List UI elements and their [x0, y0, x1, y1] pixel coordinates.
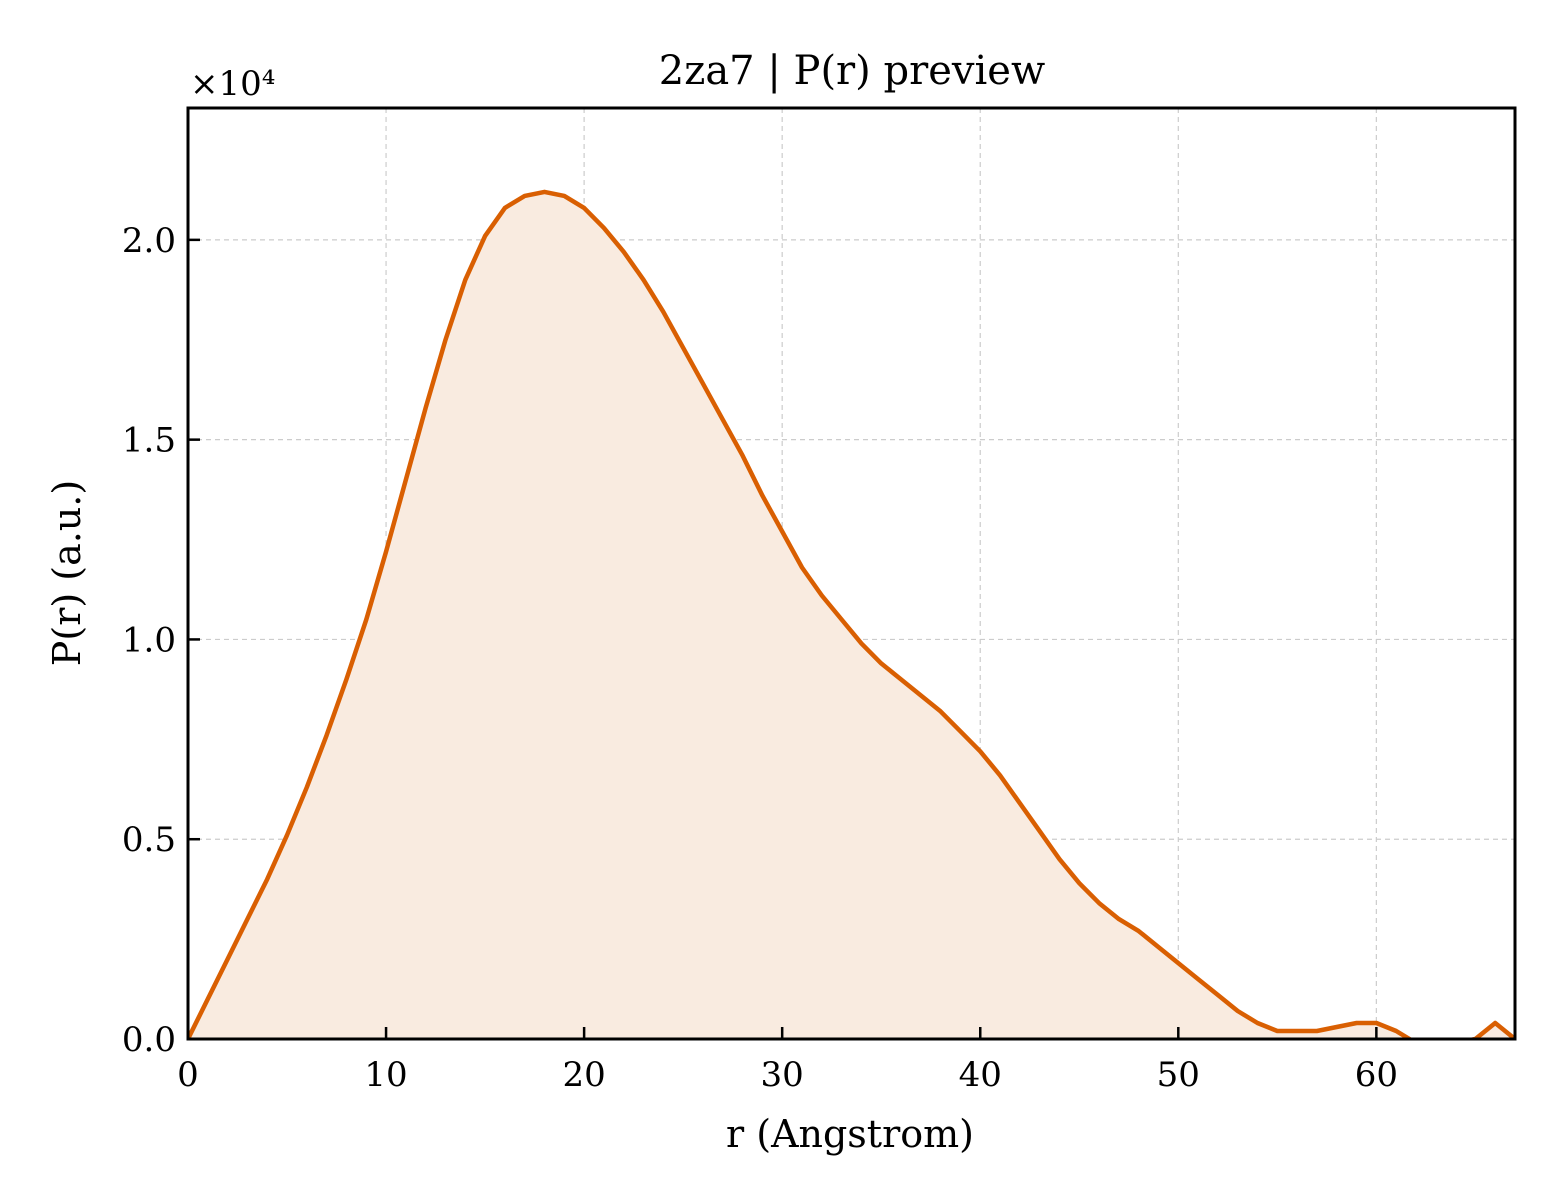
y-tick-label: 1.0 [122, 620, 176, 660]
x-axis-ticks: 0 10 20 30 40 50 60 [177, 1027, 1398, 1095]
x-tick-label: 0 [177, 1055, 199, 1095]
y-tick-label: 1.5 [122, 421, 176, 461]
x-tick-label: 60 [1355, 1055, 1398, 1095]
y-tick-label: 0.0 [122, 1020, 176, 1060]
x-tick-label: 50 [1157, 1055, 1200, 1095]
chart-title: 2za7 | P(r) preview [659, 48, 1045, 94]
distribution-line [188, 189, 1515, 1039]
y-tick-label: 2.0 [122, 221, 176, 261]
x-tick-label: 40 [959, 1055, 1002, 1095]
y-axis-ticks: 0.0 0.5 1.0 1.5 2.0 [122, 221, 200, 1060]
x-tick-label: 30 [761, 1055, 804, 1095]
x-tick-label: 20 [562, 1055, 605, 1095]
y-axis-label: P(r) (a.u.) [45, 480, 89, 666]
distribution-area-fill [188, 191, 1515, 1039]
x-tick-label: 10 [364, 1055, 407, 1095]
y-multiplier-label: ×10⁴ [190, 64, 275, 104]
plot-frame [186, 106, 1517, 1041]
x-axis-label: r (Angstrom) [726, 1112, 974, 1156]
y-tick-label: 0.5 [122, 820, 176, 860]
